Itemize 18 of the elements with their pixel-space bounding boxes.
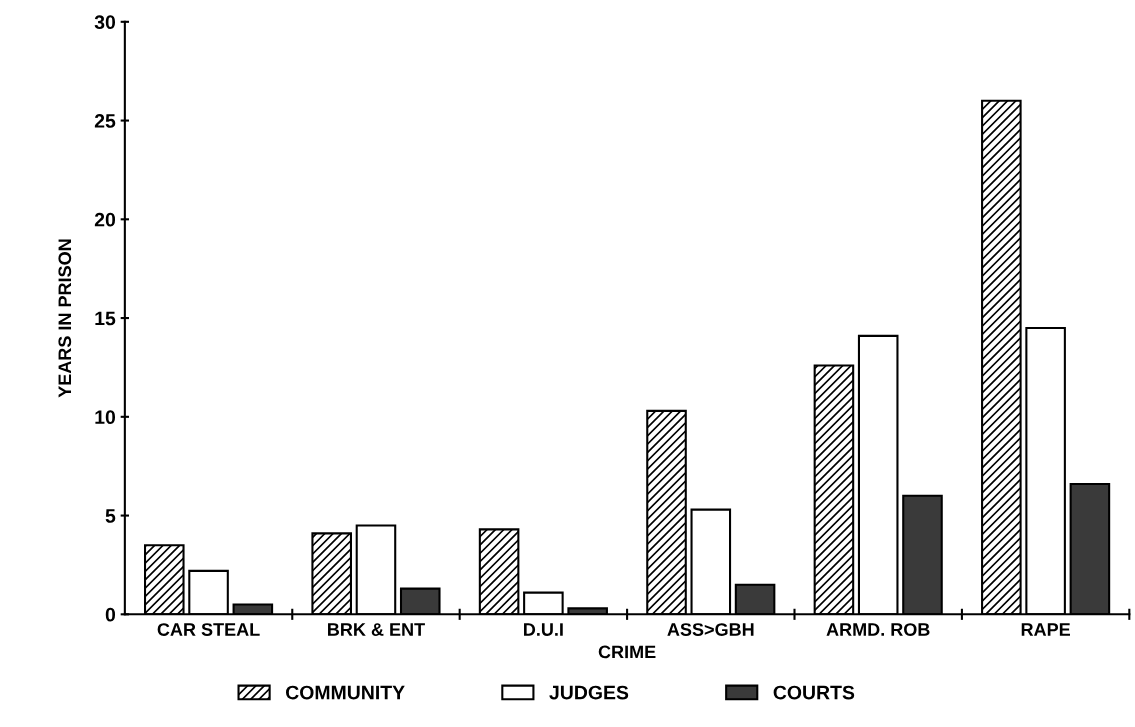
x-tick-label: RAPE: [1021, 623, 1070, 636]
x-tick-label: ARMD. ROB: [826, 623, 930, 636]
y-tick-label: 15: [95, 311, 116, 326]
x-tick-label: D.U.I: [524, 623, 563, 636]
y-axis-title: YEARS IN PRISON: [58, 239, 72, 398]
x-tick-label: BRK & ENT: [328, 623, 425, 636]
y-tick-label: 5: [105, 509, 116, 523]
x-tick-label: ASS>GBH: [667, 623, 754, 636]
y-tick-label: 0: [105, 607, 116, 622]
y-tick-label: 20: [94, 212, 116, 227]
legend-label: JUDGES: [549, 685, 629, 700]
legend-label: COMMUNITY: [286, 685, 405, 700]
legend-label: COURTS: [773, 685, 855, 700]
y-tick-label: 30: [94, 15, 116, 30]
y-tick-label: 10: [95, 410, 116, 425]
x-tick-label: CAR STEAL: [157, 623, 260, 636]
x-axis-title: CRIME: [598, 645, 656, 659]
y-tick-label: 25: [94, 114, 116, 128]
